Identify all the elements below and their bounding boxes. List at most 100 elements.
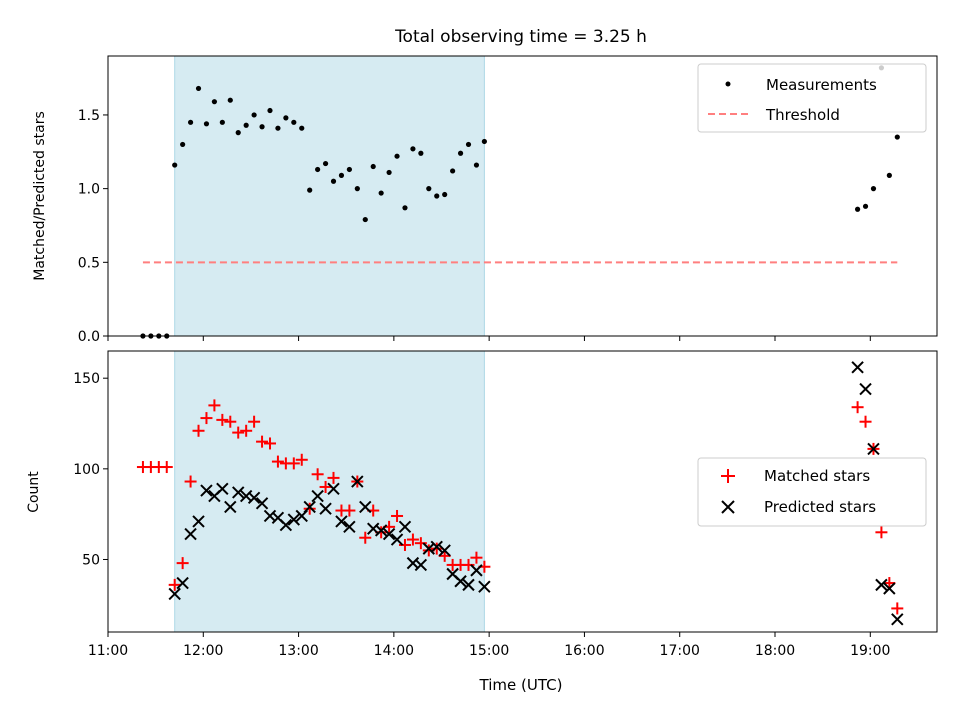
predicted-stars-point-b — [351, 475, 364, 488]
x-axis-label: Time (UTC) — [479, 676, 563, 694]
count-y-axis-label: Count — [26, 471, 42, 513]
predicted-stars-point-b — [359, 500, 372, 514]
predicted-stars-point — [343, 520, 356, 534]
predicted-stars-point — [462, 578, 475, 592]
measurements-point — [338, 172, 345, 178]
matched-stars-point — [398, 538, 411, 551]
measurements-point — [870, 186, 877, 192]
ratio-legend: Measurements Threshold — [697, 63, 927, 133]
measurements-point — [370, 163, 376, 170]
predicted-stars-point-b — [184, 527, 197, 541]
predicted-stars-point-b — [216, 482, 229, 495]
ratio-y-tick-label: 1.0 — [78, 182, 100, 198]
predicted-stars-point-b — [875, 578, 888, 592]
x-tick-label: 17:00 — [660, 643, 700, 659]
x-tick-label: 18:00 — [755, 643, 795, 659]
measurements-point — [330, 178, 337, 184]
predicted-stars-point — [176, 576, 189, 590]
predicted-stars-point-b — [319, 502, 332, 515]
measurements-point — [386, 169, 392, 176]
predicted-stars-point — [168, 587, 181, 601]
matched-stars-point — [319, 480, 332, 493]
measurements-point — [894, 134, 900, 140]
predicted-stars-point — [327, 482, 340, 495]
legend-marker-measurements — [725, 81, 731, 87]
count-axes-frame — [107, 350, 938, 633]
predicted-stars-point — [867, 442, 880, 456]
matched-stars-point — [875, 526, 888, 539]
count-y-tick-label: 100 — [73, 462, 100, 478]
predicted-stars-point — [398, 520, 412, 534]
x-tick-label: 13:00 — [278, 643, 318, 659]
measurements-point — [322, 160, 329, 167]
measurements-point — [457, 150, 464, 156]
predicted-stars-point-b — [446, 567, 459, 581]
measurements-point — [187, 119, 194, 125]
measurements-point — [402, 205, 408, 211]
measurements-point — [346, 166, 352, 173]
matched-stars-point — [295, 453, 308, 466]
predicted-stars-point-b — [287, 513, 301, 526]
matched-stars-point — [208, 399, 221, 412]
predicted-stars-point — [200, 484, 213, 497]
measurements-point — [473, 162, 480, 168]
predicted-stars-point-b — [335, 515, 348, 528]
matched-stars-point — [192, 424, 205, 437]
predicted-stars-point — [232, 486, 245, 499]
predicted-stars-point-b — [279, 518, 293, 532]
matched-stars-point — [168, 578, 181, 591]
measurements-point — [227, 97, 233, 103]
measurements-point — [410, 146, 416, 152]
predicted-stars-point-b — [414, 558, 428, 572]
measurements-point — [315, 166, 321, 173]
count-series-layer — [136, 361, 904, 626]
x-tick-label: 15:00 — [469, 643, 509, 659]
matched-stars-point — [256, 435, 269, 448]
predicted-stars-point — [279, 518, 293, 532]
measurements-point — [418, 150, 424, 156]
predicted-stars-point-b — [271, 511, 285, 524]
legend-label-measurements: Measurements — [766, 76, 877, 94]
predicted-stars-point-b — [382, 527, 396, 541]
measurements-point — [354, 186, 360, 192]
predicted-stars-point-b — [247, 491, 261, 505]
measurements-point — [267, 107, 273, 114]
predicted-stars-point-b — [232, 486, 245, 499]
predicted-stars-point-b — [478, 580, 491, 593]
predicted-stars-point — [851, 361, 864, 374]
measurements-point — [180, 141, 186, 148]
measurements-point — [235, 130, 241, 136]
predicted-stars-point-b — [390, 533, 404, 546]
predicted-stars-point — [351, 475, 364, 488]
measurements-point — [442, 191, 448, 198]
x-tick-label: 12:00 — [183, 643, 223, 659]
measurements-point — [275, 125, 281, 131]
predicted-stars-point — [382, 527, 396, 541]
count-panel: 50 100 150 11:00 12:00 13:00 14:00 15:00 16:00 17… — [26, 350, 938, 694]
predicted-stars-point — [303, 500, 316, 514]
measurements-point — [283, 115, 289, 121]
count-legend-box — [697, 457, 927, 527]
ratio-ticks: 0.0 0.5 1.0 1.5 — [78, 108, 871, 345]
predicted-stars-point-b — [168, 587, 181, 601]
matched-stars-point — [859, 415, 872, 428]
matched-stars-point — [232, 426, 245, 439]
predicted-stars-point-b — [192, 515, 205, 528]
measurements-point — [172, 162, 178, 168]
matched-stars-point — [414, 537, 427, 550]
predicted-stars-point — [470, 564, 483, 577]
matched-stars-point — [303, 502, 316, 515]
predicted-stars-point — [319, 502, 332, 515]
legend-marker-matched-stars — [721, 469, 735, 483]
measurements-point — [886, 172, 892, 178]
measurements-point — [203, 121, 210, 127]
measurements-point — [299, 125, 305, 131]
predicted-stars-point — [374, 524, 388, 537]
matched-stars-point — [470, 551, 483, 564]
matched-stars-point — [263, 437, 276, 450]
predicted-stars-point — [438, 544, 451, 557]
ratio-y-tick-label: 1.5 — [78, 108, 100, 124]
matched-stars-point — [327, 471, 340, 484]
predicted-stars-point — [255, 497, 269, 510]
predicted-stars-point — [184, 527, 197, 541]
